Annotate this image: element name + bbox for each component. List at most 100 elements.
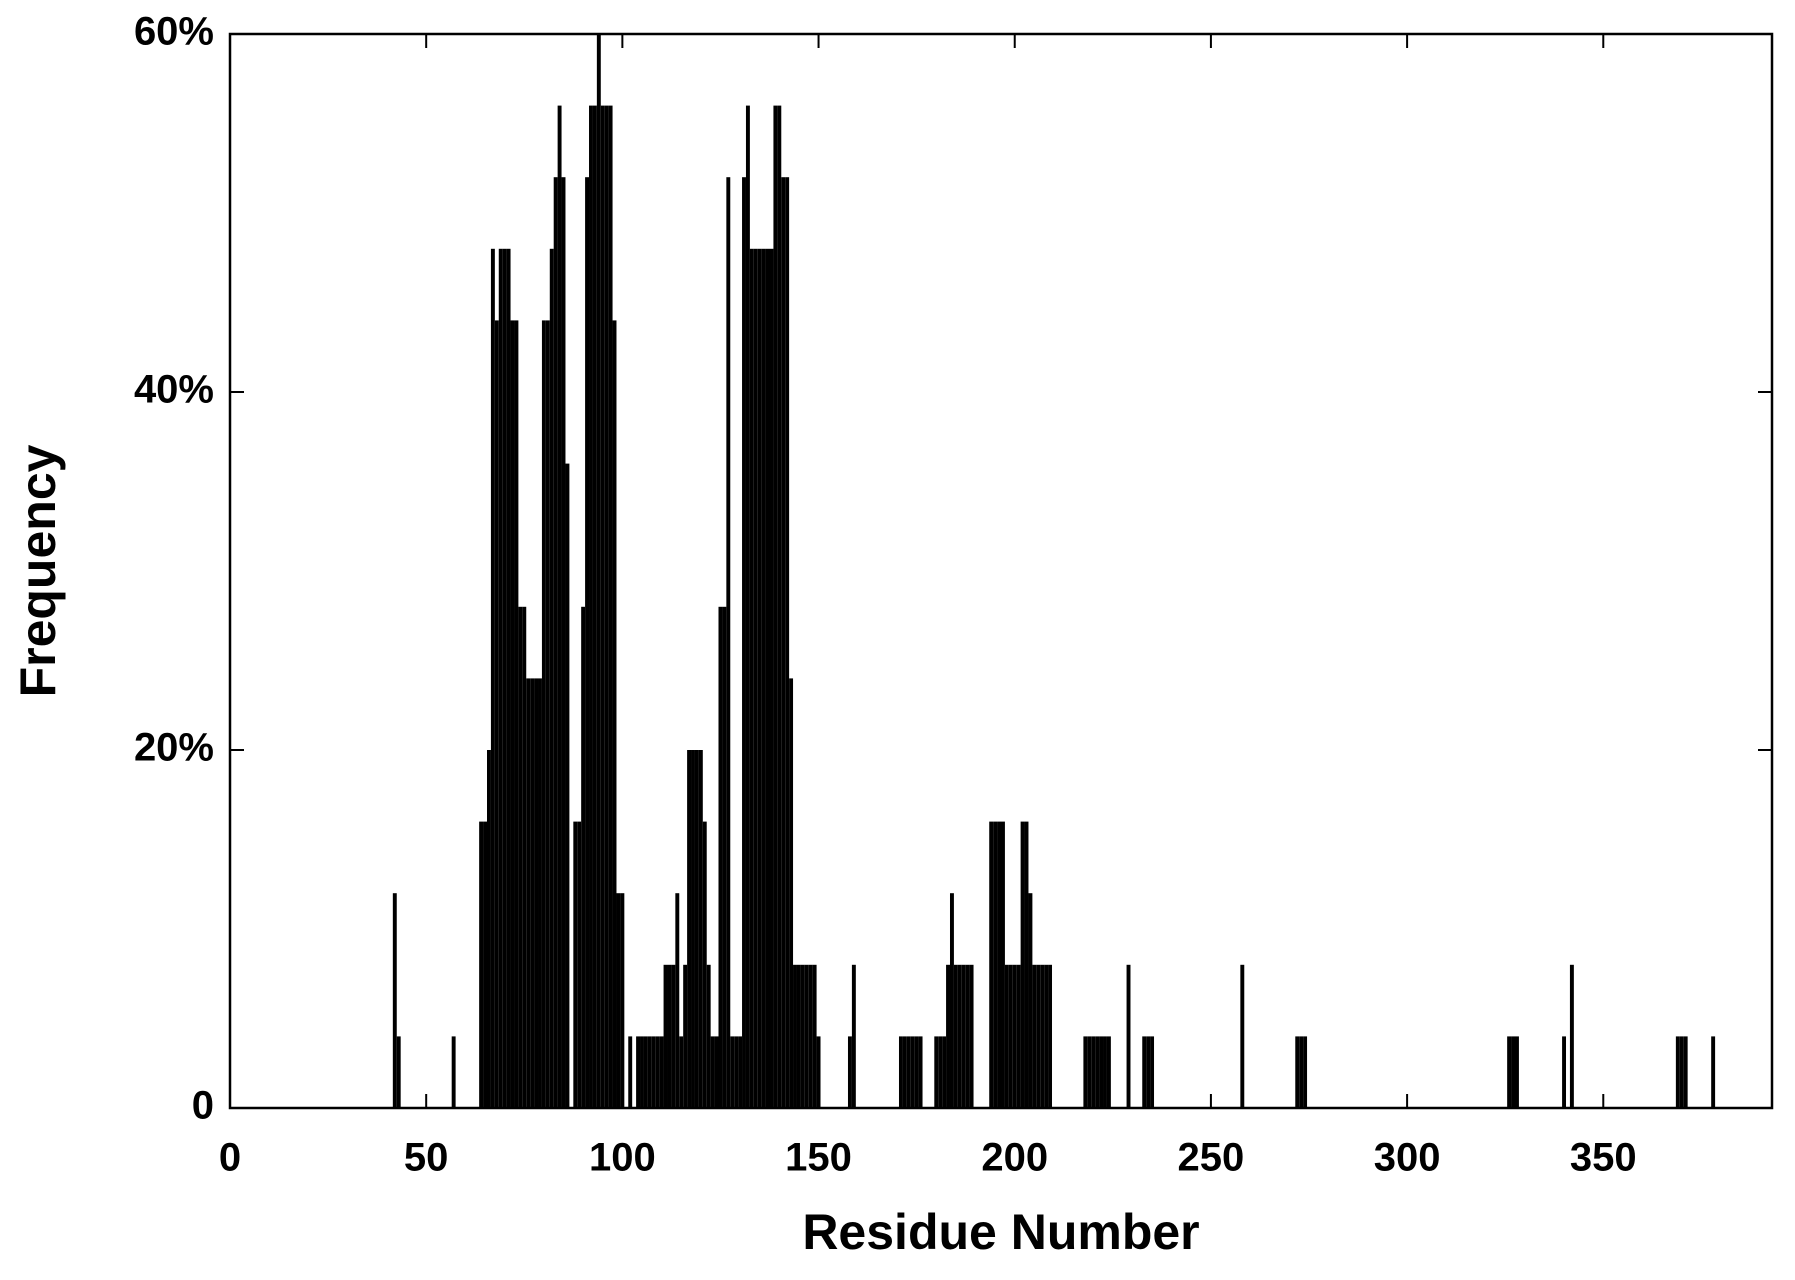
bar	[902, 1036, 907, 1108]
bar	[506, 248, 511, 1109]
bar	[726, 177, 731, 1108]
bar	[518, 606, 523, 1108]
bar	[1087, 1036, 1092, 1108]
bar	[946, 964, 950, 1108]
bar	[585, 177, 590, 1108]
bar	[608, 105, 613, 1109]
bar	[793, 964, 797, 1108]
bar	[1295, 1036, 1300, 1108]
bar	[691, 750, 695, 1108]
bar	[616, 893, 621, 1108]
bar	[1126, 964, 1131, 1108]
x-tick-label: 50	[404, 1136, 449, 1180]
bar	[965, 964, 970, 1108]
bar	[714, 1036, 719, 1108]
bar	[773, 105, 778, 1109]
bar	[557, 105, 562, 1109]
bar	[687, 750, 692, 1108]
bar	[942, 1036, 947, 1108]
bar	[1008, 964, 1013, 1108]
bar	[1711, 1036, 1716, 1108]
bar	[757, 248, 762, 1109]
bar	[510, 320, 515, 1108]
bar	[761, 248, 766, 1109]
bar	[596, 34, 601, 1108]
x-axis-label: Residue Number	[802, 1204, 1199, 1260]
bar	[451, 1036, 456, 1108]
bar	[949, 893, 954, 1108]
bar	[765, 248, 770, 1109]
bar	[1083, 1036, 1088, 1108]
bar	[800, 964, 805, 1108]
bar	[538, 678, 542, 1108]
bar	[490, 248, 495, 1109]
bar	[565, 463, 570, 1109]
bar	[957, 964, 962, 1108]
bar	[706, 964, 711, 1108]
bar	[483, 821, 487, 1108]
bar	[1150, 1036, 1155, 1108]
bar	[738, 1036, 743, 1108]
bar	[549, 248, 554, 1109]
bar	[1001, 821, 1005, 1108]
bar	[1103, 1036, 1107, 1108]
bar	[1569, 964, 1574, 1108]
y-tick-label: 0	[192, 1084, 214, 1128]
x-tick-label: 0	[219, 1136, 241, 1180]
x-tick-label: 300	[1374, 1136, 1441, 1180]
bar	[679, 1036, 684, 1108]
bar	[522, 606, 527, 1108]
bar	[1024, 821, 1029, 1108]
bar	[702, 821, 707, 1108]
bar	[1683, 1036, 1688, 1108]
bar	[796, 964, 801, 1108]
bar	[918, 1036, 923, 1108]
bar	[1562, 1036, 1567, 1108]
bar	[1095, 1036, 1100, 1108]
x-tick-label: 200	[981, 1136, 1048, 1180]
bar	[710, 1036, 715, 1108]
bar	[698, 750, 703, 1108]
bar	[1004, 964, 1009, 1108]
bar	[722, 606, 727, 1108]
bar	[620, 893, 625, 1108]
bar	[938, 1036, 943, 1108]
bar	[604, 105, 609, 1109]
x-tick-label: 250	[1178, 1136, 1245, 1180]
bar	[392, 893, 397, 1108]
bar	[804, 964, 809, 1108]
bar	[781, 177, 786, 1108]
bar	[1091, 1036, 1096, 1108]
bar	[502, 248, 507, 1109]
bar	[769, 248, 774, 1109]
bar	[545, 320, 550, 1108]
bar	[718, 606, 723, 1108]
bar	[581, 606, 586, 1108]
bar	[734, 1036, 739, 1108]
bar	[808, 964, 813, 1108]
bar	[961, 964, 966, 1108]
bar	[1016, 964, 1021, 1108]
bar	[969, 964, 974, 1108]
bar	[1036, 964, 1041, 1108]
bar	[753, 248, 758, 1109]
bar	[789, 678, 794, 1108]
bar	[742, 177, 746, 1108]
bar	[1142, 1036, 1147, 1108]
bar	[1012, 964, 1017, 1108]
y-tick-label: 40%	[134, 368, 214, 412]
bar	[663, 964, 668, 1108]
bar	[1240, 964, 1245, 1108]
bar	[655, 1036, 660, 1108]
bar	[396, 1036, 401, 1108]
bar	[1106, 1036, 1111, 1108]
bar	[749, 248, 754, 1109]
bar	[577, 821, 582, 1108]
bar	[1511, 1036, 1515, 1108]
bar	[1032, 964, 1037, 1108]
bar	[906, 1036, 911, 1108]
bar	[612, 320, 617, 1108]
bar	[487, 750, 491, 1108]
bar	[494, 320, 499, 1108]
bar	[600, 105, 605, 1109]
